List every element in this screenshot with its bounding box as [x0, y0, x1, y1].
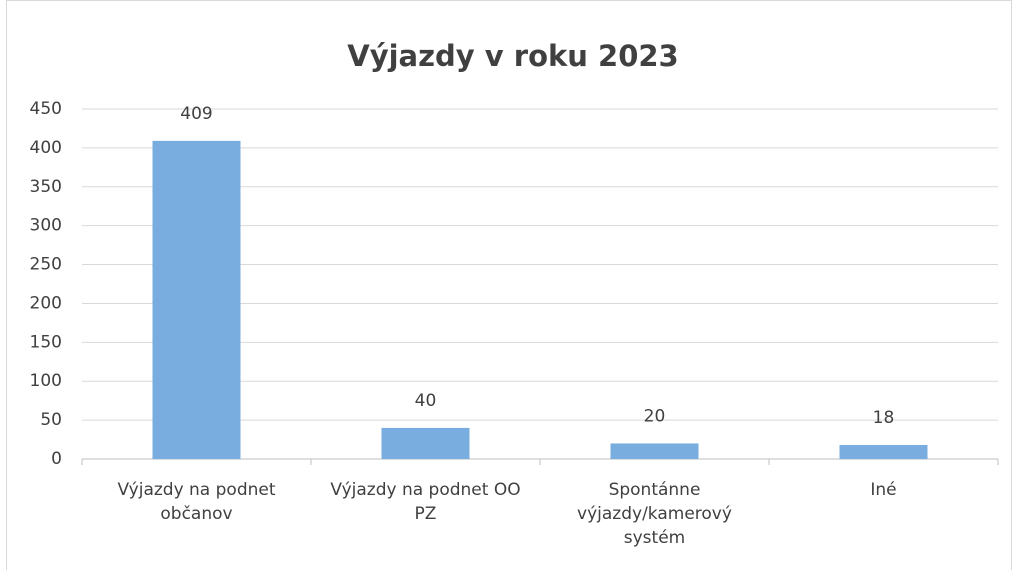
x-tick-label: Výjazdy na podnet OO PZ: [330, 480, 521, 524]
data-label: 40: [415, 391, 437, 411]
data-label: 409: [180, 104, 212, 124]
x-tick-label: Iné: [870, 480, 897, 500]
y-tick-label: 400: [30, 138, 62, 158]
bar: [839, 445, 928, 459]
x-tick-label: Výjazdy na podnet občanov: [117, 480, 276, 524]
bar: [610, 443, 699, 459]
y-tick-label: 150: [30, 332, 62, 352]
chart-frame: [6, 0, 1012, 570]
y-tick-label: 450: [30, 99, 62, 119]
y-tick-label: 350: [30, 177, 62, 197]
x-tick-label: Spontánne výjazdy/kamerový systém: [577, 480, 732, 548]
y-tick-label: 0: [51, 449, 62, 469]
data-label: 18: [873, 408, 895, 428]
y-tick-label: 200: [30, 293, 62, 313]
data-label: 20: [644, 406, 666, 426]
bar: [152, 140, 241, 459]
y-tick-label: 300: [30, 216, 62, 236]
y-tick-label: 250: [30, 255, 62, 275]
y-tick-label: 100: [30, 371, 62, 391]
chart-title: Výjazdy v roku 2023: [347, 39, 678, 73]
y-tick-label: 50: [40, 410, 62, 430]
bar: [381, 427, 470, 459]
